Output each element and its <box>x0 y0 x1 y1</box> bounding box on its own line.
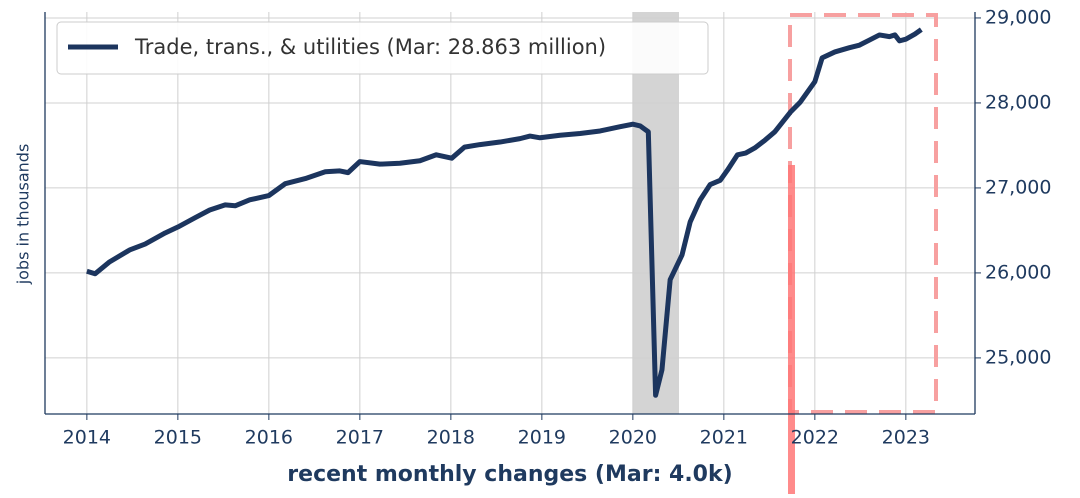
x-tick-label: 2021 <box>700 427 748 449</box>
y-tick-label: 29,000 <box>985 6 1051 28</box>
x-tick-label: 2015 <box>154 427 202 449</box>
highlight-box <box>788 13 938 414</box>
x-tick-label: 2022 <box>791 427 839 449</box>
y-tick-label: 26,000 <box>985 261 1051 283</box>
x-tick-label: 2019 <box>518 427 566 449</box>
highlight-bar <box>788 165 795 494</box>
x-tick-label: 2017 <box>336 427 384 449</box>
legend-box <box>56 21 709 75</box>
x-axis-label: recent monthly changes (Mar: 4.0k) <box>287 462 732 487</box>
data-line <box>86 27 923 398</box>
y-axis-label: jobs in thousands <box>14 144 33 286</box>
x-tick-label: 2018 <box>427 427 475 449</box>
x-tick-label: 2014 <box>63 427 111 449</box>
x-tick-label: 2016 <box>245 427 293 449</box>
y-tick-label: 25,000 <box>985 346 1051 368</box>
y-tick-label: 27,000 <box>985 176 1051 198</box>
x-tick-label: 2023 <box>882 427 930 449</box>
legend-label: Trade, trans., & utilities (Mar: 28.863 … <box>134 35 606 59</box>
x-tick-label: 2020 <box>609 427 657 449</box>
plot <box>86 27 923 398</box>
y-tick-label: 28,000 <box>985 91 1051 113</box>
